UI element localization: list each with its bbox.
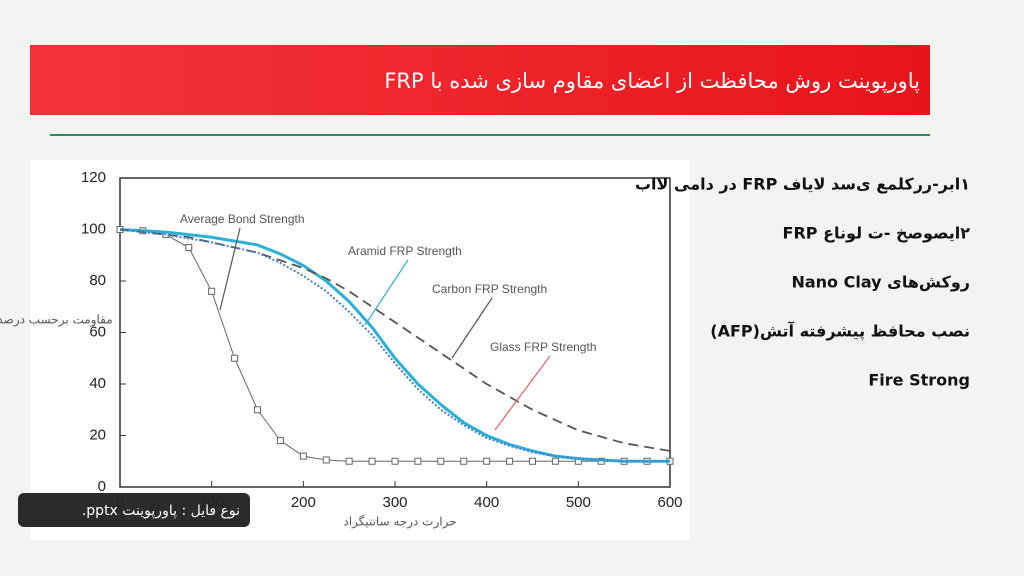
chart-panel: [30, 160, 690, 540]
marker: [322, 456, 330, 464]
y-tick-label: 40: [89, 375, 106, 392]
x-tick-label: 600: [657, 494, 682, 511]
marker: [299, 452, 307, 460]
bullet: روکش‌های Nano Clay: [791, 273, 970, 292]
series-label: Glass FRP Strength: [490, 340, 597, 354]
y-tick-label: 80: [89, 272, 106, 289]
x-tick-label: 500: [566, 494, 591, 511]
series-label: Aramid FRP Strength: [348, 244, 462, 258]
x-axis-label: حرارت درجه سانتیگراد: [343, 515, 456, 530]
y-tick-label: 100: [81, 220, 106, 237]
series-label: Carbon FRP Strength: [432, 282, 547, 296]
series-line: [119, 228, 671, 452]
y-tick-label: 60: [89, 323, 106, 340]
bullet: ۱ابر-ررکلمع ی‌سد لایاف FRP در دامی لااب: [635, 175, 970, 194]
label-arrow: [494, 355, 551, 431]
marker: [483, 457, 491, 465]
marker: [254, 406, 261, 414]
series-label: Average Bond Strength: [180, 212, 305, 226]
marker: [551, 457, 559, 465]
footer-badge: [18, 493, 250, 527]
series-line: [119, 228, 670, 463]
y-tick-label: 20: [89, 426, 106, 443]
label-arrow: [364, 259, 409, 326]
x-tick-label: 200: [291, 494, 316, 511]
series-line: [119, 228, 670, 463]
label-arrow: [451, 297, 493, 359]
label-arrow: [219, 227, 241, 311]
marker: [506, 457, 514, 465]
marker: [460, 457, 468, 465]
marker: [414, 457, 422, 465]
header-bar: [30, 45, 930, 115]
marker: [231, 354, 239, 362]
x-tick-label: 400: [474, 494, 499, 511]
x-tick-label: 0: [116, 494, 124, 511]
bullet: ۲ایصوصخ -ت لوناع FRP: [783, 224, 971, 243]
x-tick-label: 100: [199, 494, 224, 511]
bullet: نصب محافظ پیشرفته آتش(AFP): [710, 321, 970, 342]
marker: [208, 287, 216, 295]
marker: [185, 244, 193, 252]
marker: [345, 457, 353, 465]
marker: [368, 457, 376, 465]
y-tick-label: 120: [81, 169, 106, 186]
footer-text: نوع فایل : پاورپوینت pptx.: [82, 503, 240, 519]
x-tick-label: 300: [382, 494, 407, 511]
marker: [437, 457, 445, 465]
marker: [391, 457, 399, 465]
bullet: Fire Strong: [868, 371, 970, 390]
header-title: پاورپوینت روش محافظت از اعضای مقاوم سازی…: [384, 69, 920, 93]
marker: [529, 457, 536, 465]
y-tick-label: 0: [98, 478, 106, 495]
y-axis-label: مقاومت برحسب درصد: [0, 313, 113, 328]
marker: [276, 437, 284, 445]
